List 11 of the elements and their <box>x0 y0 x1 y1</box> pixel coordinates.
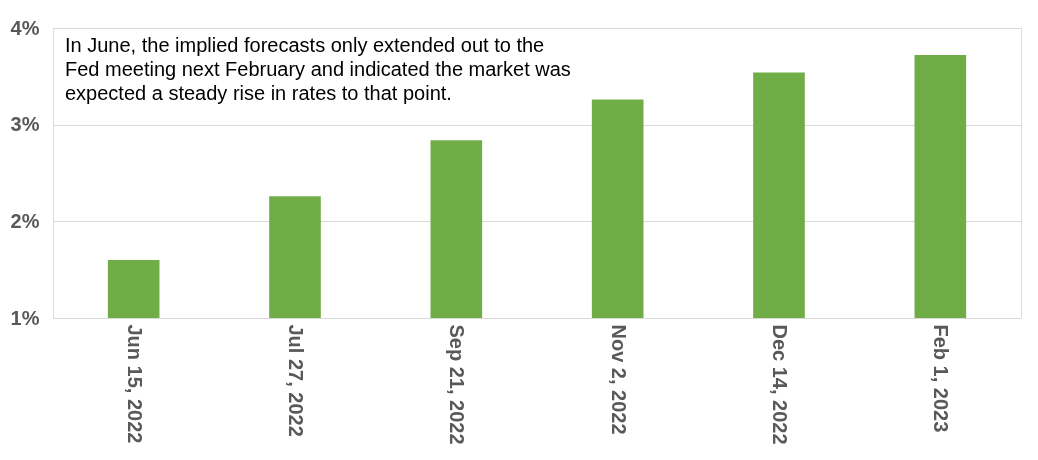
x-tick-label: Dec 14, 2022 <box>769 324 791 445</box>
x-tick-label: Jun 15, 2022 <box>123 324 146 444</box>
y-tick-label: 1% <box>10 306 40 329</box>
annotation: In June, the implied forecasts only extended out to the Fed meeting next February and indicated the market was expected a steady rise in rates to that point. <box>65 34 571 104</box>
x-tick-label: Feb 1, 2023 <box>930 324 953 433</box>
x-tick-label: Jul 27, 2022 <box>285 324 307 437</box>
x-tick-label: Nov 2, 2022 <box>607 324 630 435</box>
y-tick-label: 3% <box>10 113 40 136</box>
x-tick-label: Sep 21, 2022 <box>446 324 469 445</box>
y-tick-label: 4% <box>10 16 40 39</box>
y-tick-label: 2% <box>10 209 40 232</box>
